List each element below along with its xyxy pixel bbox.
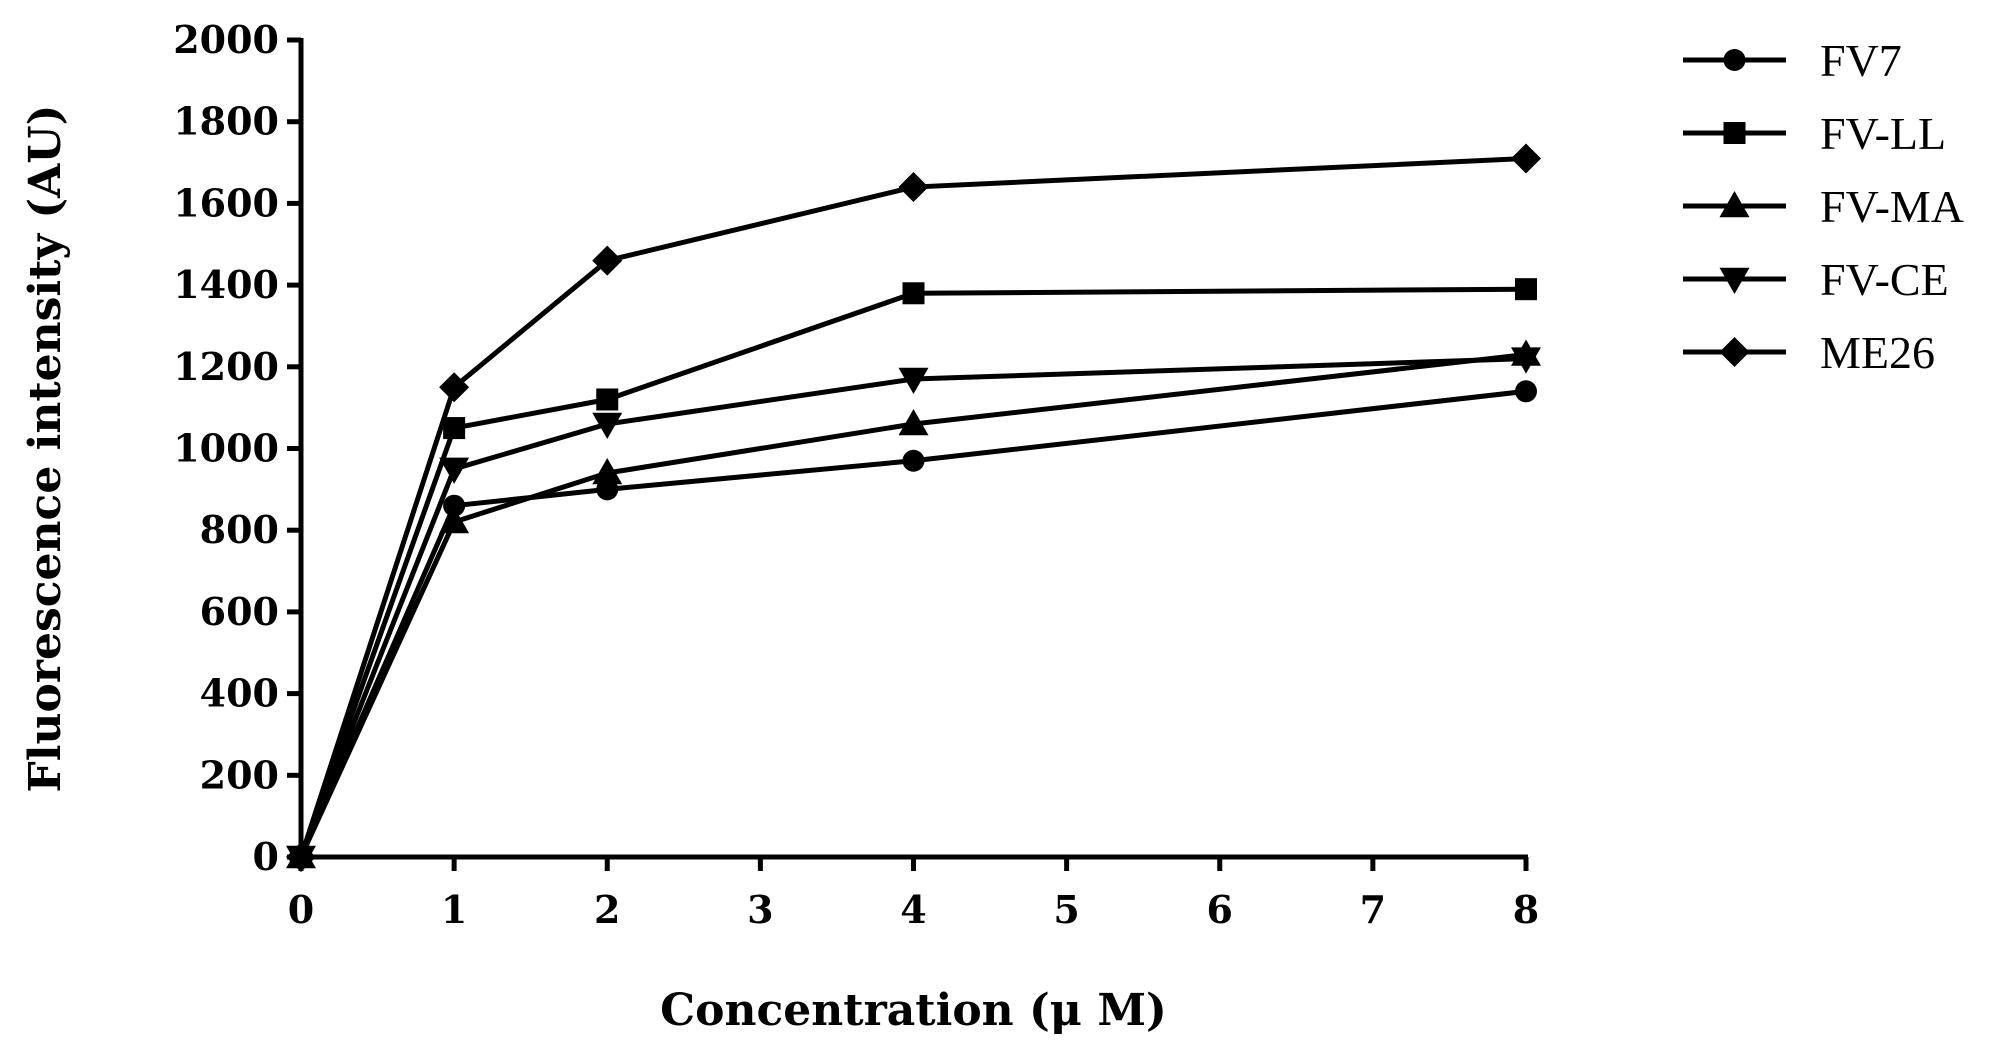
legend-label: ME26 [1820,327,1935,378]
data-point-fv-ce [439,457,470,484]
y-tick-label: 800 [200,507,279,552]
data-point-me26 [592,245,623,276]
data-point-fv-ce [898,367,929,395]
data-point-fv-ma [592,458,623,485]
y-axis-title: Fluorescence intensity (AU) [20,105,71,793]
series-fv7 [290,380,1537,868]
legend-item-fv-ma: FV-MA [1683,181,1964,232]
series-fv-ma [286,339,1541,869]
y-tick-label: 1000 [173,426,279,471]
data-point-me26 [1511,143,1541,174]
data-point-fv-ll [443,417,466,440]
legend-label: FV-MA [1820,181,1964,232]
legend-marker-circle-icon [1723,49,1746,71]
legend-item-me26: ME26 [1683,327,1935,378]
x-tick-label: 4 [900,887,926,932]
data-point-me26 [286,842,316,872]
series-layer [286,143,1541,872]
y-tick-label: 2000 [173,17,279,62]
series-line-me26 [298,155,1527,858]
data-point-me26 [439,372,470,403]
legend: FV7 FV-LL FV-MA FV-CE ME26 [1683,35,1964,378]
data-point-fv-ll [596,388,619,411]
legend-marker-triangle-up-icon [1719,191,1750,218]
data-point-fv-ll [902,282,925,305]
legend-item-fv-ll: FV-LL [1683,108,1946,159]
data-point-fv-ma [898,408,929,436]
data-point-fv7 [1515,380,1537,403]
x-tick-label: 1 [441,887,467,932]
x-tick-label: 7 [1360,887,1386,932]
x-tick-label: 5 [1053,887,1079,932]
legend-marker-diamond-icon [1719,337,1750,367]
series-me26 [286,143,1541,872]
y-tick-label: 1800 [173,99,279,144]
x-tick-label: 0 [288,887,314,932]
axes [298,38,1528,860]
y-tick-label: 1400 [173,262,279,307]
y-tick-label: 200 [200,752,279,797]
legend-label: FV-LL [1820,108,1946,159]
y-ticks: 0 200 400 600 800 1000 1200 1400 1600 1800 2000 [173,17,301,879]
legend-marker-square-icon [1723,122,1746,144]
x-tick-label: 2 [594,887,620,932]
y-tick-label: 1200 [173,344,279,389]
x-axis-title: Concentration (μ M) [660,985,1167,1036]
data-point-fv-ll [1515,278,1537,301]
x-tick-label: 8 [1513,887,1539,932]
data-point-fv7 [443,494,466,517]
y-tick-label: 1600 [173,180,279,225]
legend-label: FV-CE [1820,254,1949,305]
x-tick-label: 6 [1207,887,1233,932]
legend-label: FV7 [1820,35,1902,86]
data-point-fv-ma [439,507,470,534]
x-ticks: 0 1 2 3 4 5 6 7 8 [288,857,1539,932]
data-point-fv-ce [1511,347,1541,374]
data-point-fv7 [902,449,925,472]
data-point-me26 [898,172,929,203]
legend-marker-triangle-down-icon [1719,267,1750,294]
y-tick-label: 400 [200,671,279,716]
x-tick-label: 3 [747,887,773,932]
y-tick-label: 0 [253,834,279,879]
y-tick-label: 600 [200,589,279,634]
legend-item-fv-ce: FV-CE [1683,254,1949,305]
legend-item-fv7: FV7 [1683,35,1902,86]
data-point-fv-ce [592,412,623,439]
